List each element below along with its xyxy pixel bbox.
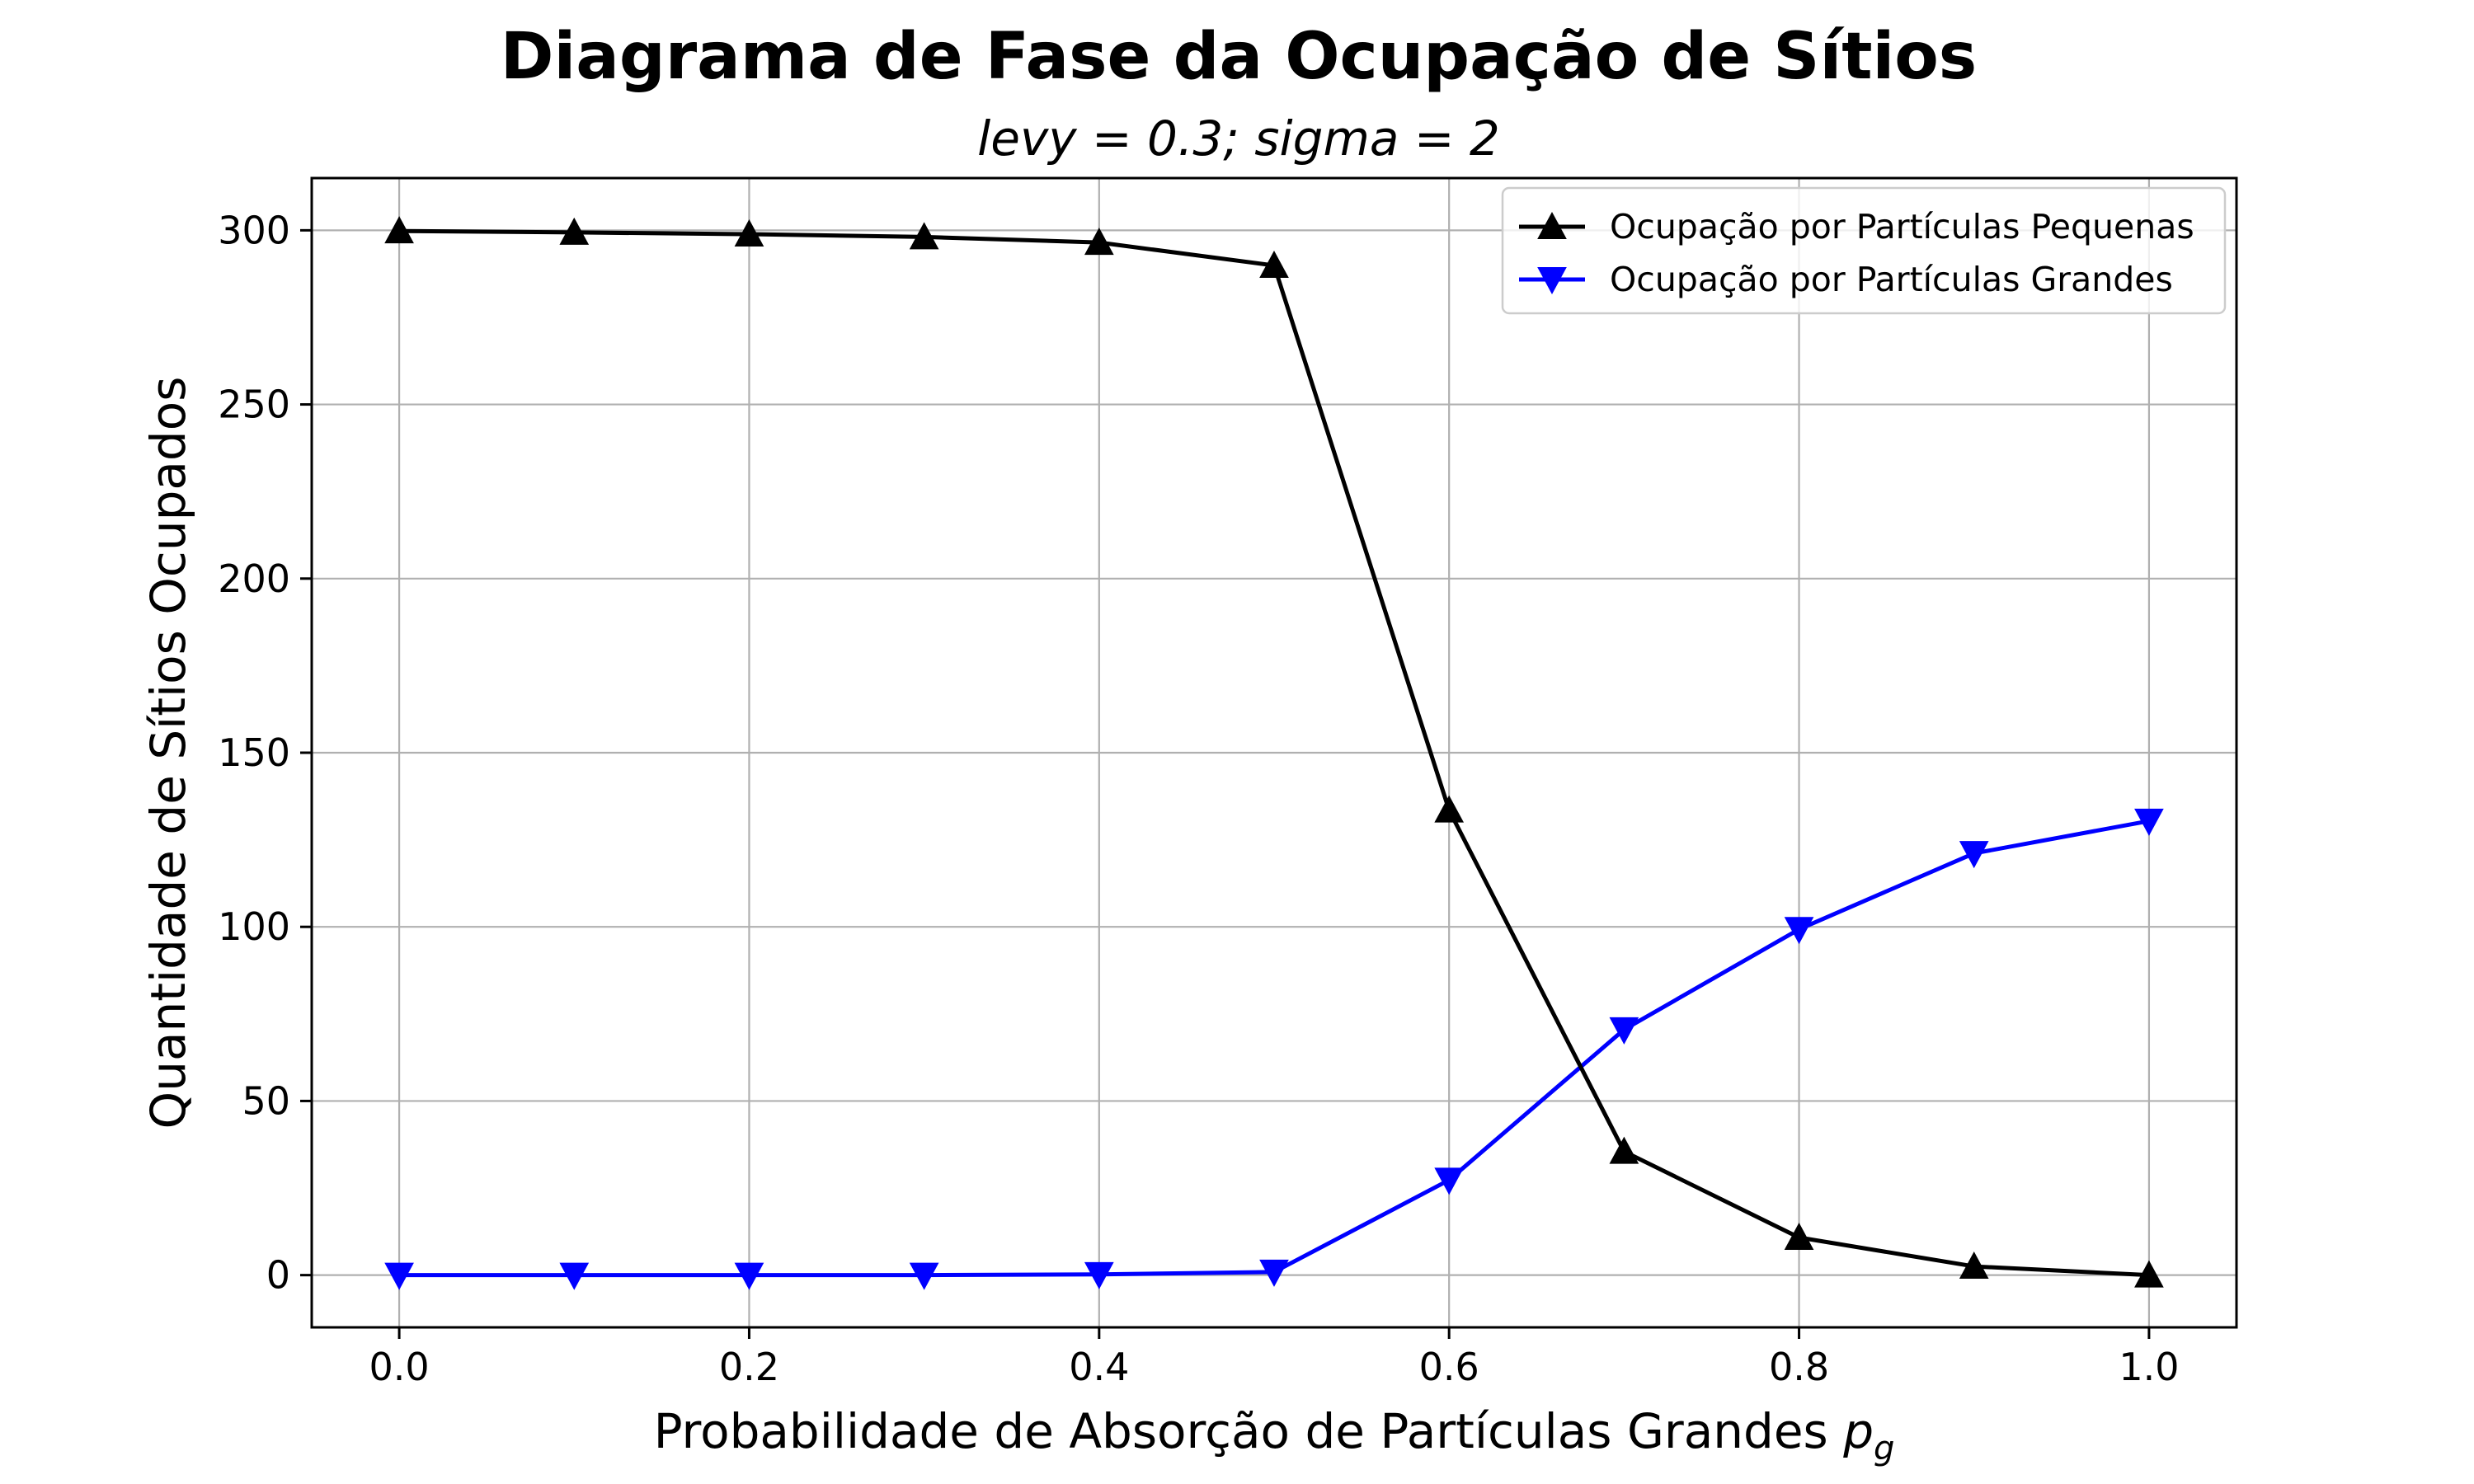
x-tick-label: 0.6 (1419, 1345, 1479, 1389)
grid (312, 178, 2236, 1327)
y-tick-label: 50 (242, 1078, 290, 1123)
data-point-large-particles (1784, 917, 1814, 945)
y-tick-label: 300 (218, 208, 290, 252)
y-axis-label: Quantidade de Sítios Ocupados (140, 377, 196, 1129)
data-point-large-particles (909, 1262, 939, 1290)
data-point-large-particles (1259, 1259, 1289, 1287)
chart-subtitle: levy = 0.3; sigma = 2 (977, 110, 1500, 167)
axis-ticks: 0.0 0.2 0.4 0.6 0.8 1.0 0 50 100 150 200 250 300 (218, 208, 2179, 1389)
data-point-small-particles (1434, 795, 1465, 823)
chart-title: Diagrama de Fase da Ocupação de Sítios (501, 20, 1977, 94)
x-tick-label: 0.0 (369, 1345, 430, 1389)
data-point-small-particles (2134, 1260, 2164, 1288)
data-point-large-particles (1434, 1167, 1465, 1195)
y-tick-label: 0 (266, 1253, 290, 1298)
x-tick-label: 1.0 (2119, 1345, 2179, 1389)
y-tick-label: 150 (218, 730, 290, 775)
data-point-small-particles (1784, 1222, 1814, 1250)
data-point-small-particles (909, 222, 939, 250)
data-point-large-particles (1959, 841, 1989, 869)
x-tick-label: 0.8 (1769, 1345, 1829, 1389)
data-point-large-particles (734, 1262, 764, 1290)
y-tick-label: 100 (218, 904, 290, 949)
legend-marker-small-particles (1537, 211, 1567, 239)
series-small-particles (384, 216, 2164, 1288)
x-axis-label-text: Probabilidade de Absorção de Partículas … (654, 1403, 1844, 1459)
x-axis-symbol-subscript: g (1874, 1430, 1894, 1468)
x-tick-label: 0.4 (1069, 1345, 1129, 1389)
data-point-small-particles (734, 218, 764, 247)
y-tick-label: 250 (218, 383, 290, 427)
x-axis-symbol: p (1842, 1403, 1874, 1459)
x-axis-label: Probabilidade de Absorção de Partículas … (654, 1403, 1895, 1468)
data-point-small-particles (384, 216, 414, 244)
series-large-particles (384, 808, 2164, 1290)
data-point-small-particles (1084, 228, 1114, 256)
legend-label-small-particles: Ocupação por Partículas Pequenas (1610, 207, 2194, 247)
data-point-small-particles (1259, 250, 1289, 278)
legend-marker-large-particles (1537, 267, 1567, 295)
x-tick-label: 0.2 (719, 1345, 779, 1389)
y-tick-label: 200 (218, 556, 290, 601)
series-layer (384, 216, 2164, 1290)
data-point-large-particles (1609, 1017, 1639, 1045)
data-point-large-particles (384, 1262, 414, 1290)
legend-box (1501, 186, 2227, 315)
data-point-large-particles (2134, 808, 2164, 836)
legend: Ocupação por Partículas Pequenas Ocupação… (1501, 186, 2227, 315)
legend-label-large-particles: Ocupação por Partículas Grandes (1610, 260, 2173, 299)
data-point-small-particles (1609, 1136, 1639, 1164)
data-point-small-particles (559, 217, 590, 245)
data-point-large-particles (559, 1262, 590, 1290)
data-point-small-particles (1959, 1252, 1989, 1280)
data-point-large-particles (1084, 1261, 1114, 1289)
